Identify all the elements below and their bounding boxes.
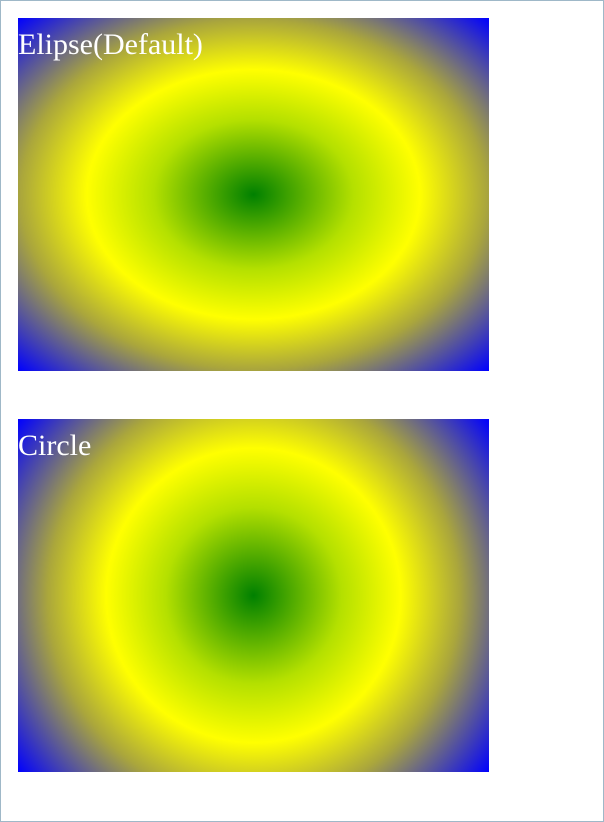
ellipse-gradient-box: Elipse(Default) xyxy=(18,18,489,371)
ellipse-label: Elipse(Default) xyxy=(18,28,203,61)
circle-label: Circle xyxy=(18,429,92,462)
circle-gradient-box: Circle xyxy=(18,419,489,772)
